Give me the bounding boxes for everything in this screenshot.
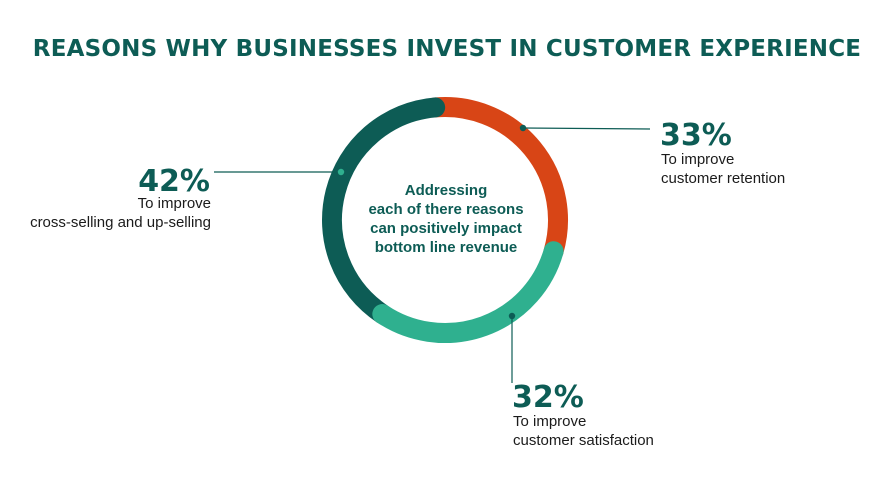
cross-selling-label-line: cross-selling and up-selling <box>30 214 211 231</box>
cross-selling-label: To improve cross-selling and up-selling <box>30 194 211 232</box>
center-text-line: Addressing <box>404 182 488 199</box>
center-text-line: each of there reasons <box>368 201 524 218</box>
chart-title: REASONS WHY BUSINESSES INVEST IN CUSTOME… <box>32 36 862 62</box>
cross-selling-label-line: To improve <box>137 195 211 212</box>
cross-selling-percentage: 42% <box>138 164 210 199</box>
satisfaction-label-line: To improve <box>513 413 587 430</box>
satisfaction-label-line: customer satisfaction <box>513 432 654 449</box>
center-text-line: bottom line revenue <box>374 239 518 256</box>
cross-selling-slice <box>322 97 446 325</box>
retention-label-line: customer retention <box>661 170 786 187</box>
satisfaction-percentage: 32% <box>512 380 584 415</box>
retention-slice <box>425 97 568 262</box>
satisfaction-label: To improve customer satisfaction <box>513 412 654 450</box>
retention-percentage: 33% <box>660 118 732 153</box>
retention-leader-line <box>522 127 651 130</box>
retention-label: To improve customer retention <box>661 150 785 188</box>
center-text-line: can positively impact <box>370 220 522 237</box>
center-text: Addressing each of there reasons can pos… <box>336 181 556 257</box>
satisfaction-dot <box>508 312 516 320</box>
retention-dot <box>519 124 527 132</box>
satisfaction-slice <box>372 241 564 343</box>
cross-selling-dot <box>337 168 345 176</box>
retention-label-line: To improve <box>661 151 735 168</box>
